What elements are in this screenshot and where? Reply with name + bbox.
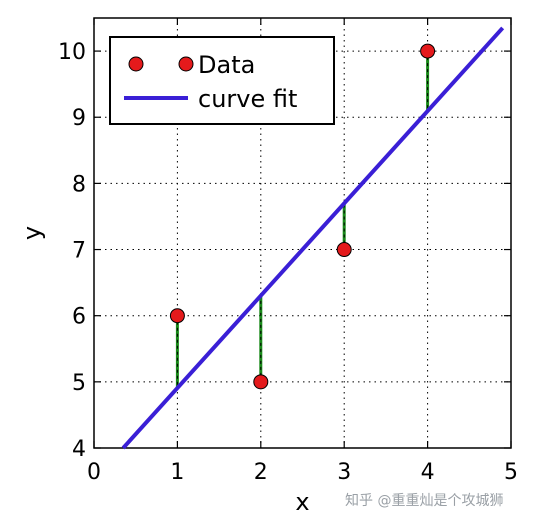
y-tick-label: 6 — [72, 305, 86, 330]
tick-labels: 0 1 2 3 4 5 4 5 6 7 8 9 10 — [58, 40, 518, 485]
data-point — [169, 308, 185, 324]
fit-line-layer — [121, 26, 505, 450]
y-tick-label: 10 — [58, 40, 86, 65]
y-tick-label: 7 — [72, 239, 86, 264]
axes — [93, 17, 512, 449]
data-point — [336, 242, 352, 258]
y-tick-label: 9 — [72, 106, 86, 131]
x-tick-label: 5 — [504, 460, 518, 485]
x-tick-label: 4 — [421, 460, 435, 485]
y-axis-label: y — [18, 226, 46, 240]
x-axis-label: x — [295, 488, 309, 516]
data-point — [420, 43, 436, 59]
x-tick-label: 3 — [337, 460, 351, 485]
data-point — [253, 374, 269, 390]
legend-box — [109, 36, 335, 125]
legend-data-label: Data — [198, 51, 255, 79]
legend-data-marker-1 — [128, 56, 144, 72]
fit-line — [121, 26, 505, 450]
residual-lines — [175, 51, 430, 389]
plot-frame — [93, 17, 512, 449]
y-tick-label: 5 — [72, 371, 86, 396]
x-tick-label: 1 — [170, 460, 184, 485]
watermark-text: 知乎 @重重灿是个攻城狮 — [345, 492, 503, 509]
legend: Data curve fit — [109, 36, 335, 125]
y-tick-label: 8 — [72, 172, 86, 197]
legend-data-marker-2 — [178, 56, 194, 72]
legend-fit-label: curve fit — [198, 85, 297, 113]
x-tick-label: 2 — [254, 460, 268, 485]
x-tick-label: 0 — [87, 460, 101, 485]
y-tick-label: 4 — [72, 437, 86, 462]
data-points — [169, 43, 436, 390]
